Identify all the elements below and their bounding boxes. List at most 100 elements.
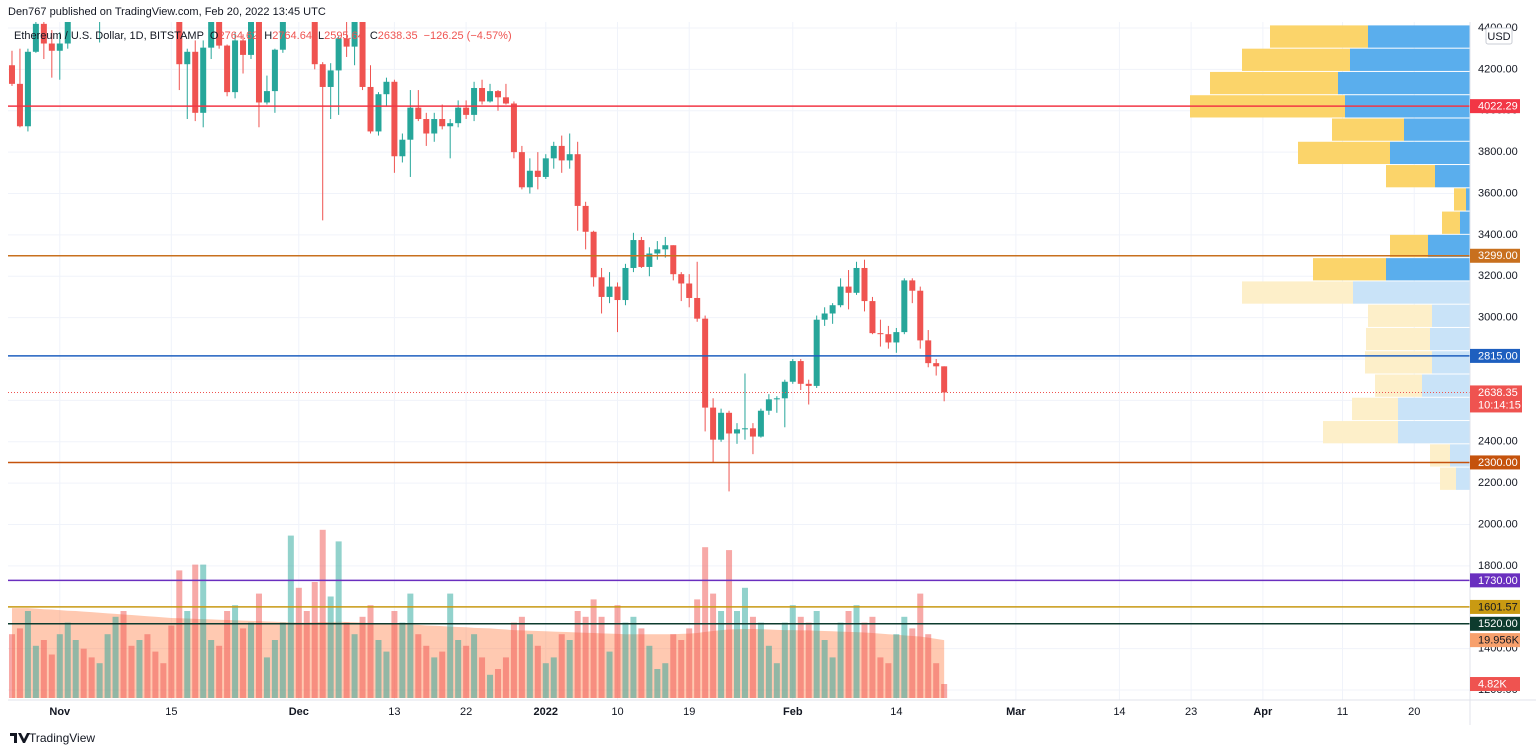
volume-bar [646, 645, 653, 698]
volume-bar [781, 622, 788, 698]
x-tick-label: Apr [1253, 706, 1273, 718]
candle-body [757, 410, 764, 437]
volume-bar [901, 616, 908, 698]
candle-body [367, 86, 374, 132]
volume-label-bg [1470, 677, 1520, 692]
profile-up [1398, 397, 1470, 421]
x-tick-label: 22 [460, 706, 472, 718]
axes: 4400.004200.004000.003800.003600.003400.… [49, 22, 1522, 718]
candle-body [797, 361, 804, 384]
candle-body [702, 318, 709, 408]
profile-down [1242, 48, 1350, 71]
volume-bar [375, 640, 382, 698]
candle-body [813, 319, 820, 386]
candle-body [439, 119, 446, 127]
volume-bar [789, 605, 796, 698]
volume-bar [48, 654, 55, 698]
legend-value: 2595.64 [324, 30, 364, 42]
profile-up [1435, 165, 1470, 188]
profile-up [1353, 281, 1470, 304]
volume-bar [279, 622, 286, 698]
level-label: 1601.57 [1478, 601, 1518, 613]
candle-body [240, 40, 247, 55]
x-tick-label: Mar [1006, 706, 1026, 718]
volume-bar [431, 657, 438, 698]
volume-bar [72, 640, 79, 698]
candle-body [837, 286, 844, 306]
candle-body [375, 94, 382, 132]
legend-value: 2764.62 [218, 30, 258, 42]
volume-bar [670, 634, 677, 698]
volume-bar [56, 634, 63, 698]
candle-body [431, 119, 438, 134]
volume-bar [224, 611, 231, 698]
profile-up [1460, 211, 1470, 234]
volume-bar [80, 648, 87, 698]
volume-bar [255, 593, 262, 698]
candle-body [279, 22, 286, 50]
candle-body [694, 297, 701, 319]
volume-bar [550, 657, 557, 698]
candle-body [925, 340, 932, 364]
candle-body [678, 274, 685, 284]
x-tick-label: 13 [388, 706, 400, 718]
profile-down [1454, 188, 1466, 211]
volume-bar [558, 634, 565, 698]
profile-down [1390, 234, 1428, 258]
countdown: 10:14:15 [1478, 399, 1521, 411]
profile-down [1210, 71, 1338, 95]
volume-bar [765, 645, 772, 698]
level-label-bg [1470, 348, 1520, 363]
currency-box [1485, 27, 1513, 45]
x-tick-label: 11 [1337, 706, 1348, 718]
volume-bar [837, 622, 844, 698]
y-tick-label: 4200.00 [1478, 63, 1518, 75]
candle-body [734, 429, 741, 434]
profile-down [1270, 25, 1368, 48]
candle-body [861, 267, 868, 302]
candle-body [534, 170, 541, 177]
candle-body [550, 145, 557, 159]
volume-bar [710, 593, 717, 698]
volume-bar [741, 587, 748, 698]
candle-body [471, 87, 478, 115]
level-label-bg [1470, 248, 1520, 263]
volume-bar [303, 611, 310, 698]
y-tick-label: 3800.00 [1478, 146, 1518, 158]
candle-body [40, 23, 47, 44]
candle-body [359, 22, 366, 87]
volume-bar [295, 587, 302, 698]
volume-bar [630, 616, 637, 698]
profile-down [1430, 444, 1450, 467]
volume-bar [471, 634, 478, 698]
volume-bar [686, 628, 693, 698]
profile-up [1386, 258, 1470, 281]
candle-body [781, 381, 788, 399]
volume-bar [654, 669, 661, 698]
candle-body [654, 249, 661, 254]
profile-up [1390, 141, 1470, 165]
candle-body [893, 332, 900, 343]
profile-down [1440, 467, 1456, 490]
x-tick-label: Nov [49, 706, 71, 718]
level-label-bg [1470, 599, 1520, 614]
volume-bar [248, 622, 255, 698]
level-label: 1520.00 [1478, 618, 1518, 630]
profile-down [1368, 304, 1432, 327]
volume-bar [96, 663, 103, 698]
candle-body [391, 81, 398, 157]
x-tick-label: 20 [1408, 706, 1420, 718]
candle-body [176, 22, 183, 65]
y-tick-label: 1800.00 [1478, 560, 1518, 572]
y-tick-label: 2200.00 [1478, 477, 1518, 489]
candle-body [718, 412, 725, 440]
candle-body [24, 51, 31, 127]
volume-ma-label: 19.956K [1478, 635, 1520, 647]
volume-bar [638, 628, 645, 698]
legend-key: H [264, 30, 272, 42]
candle-body [8, 65, 15, 84]
x-tick-label: 14 [1113, 706, 1125, 718]
profile-up [1398, 421, 1470, 444]
volume-bar [909, 628, 916, 698]
profile-down [1242, 281, 1353, 304]
